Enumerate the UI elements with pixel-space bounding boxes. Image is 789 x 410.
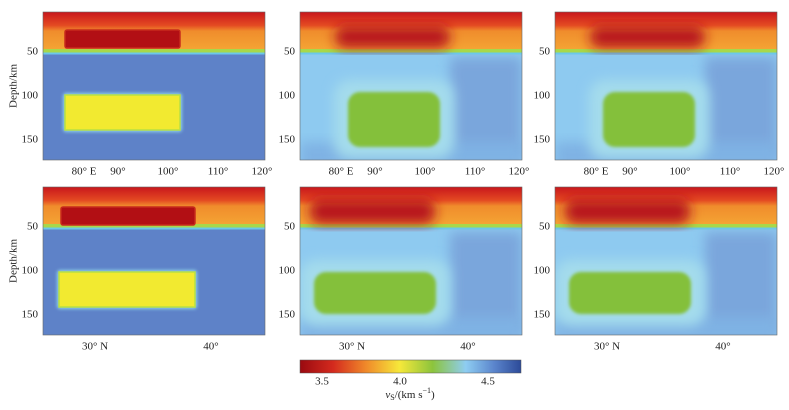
moho xyxy=(300,49,522,53)
low-velocity-crust xyxy=(310,199,435,224)
panel-image xyxy=(43,187,265,335)
y-tick-label: 50 xyxy=(284,221,296,233)
y-tick-label: 150 xyxy=(534,309,551,321)
x-tick-label: 90° xyxy=(110,166,125,178)
panel-image xyxy=(300,12,522,160)
y-tick-label: 100 xyxy=(279,90,296,102)
low-velocity-crust xyxy=(335,26,450,48)
panel-image xyxy=(43,12,265,160)
y-tick-label: 50 xyxy=(284,46,296,58)
y-tick-label: 50 xyxy=(539,221,551,233)
recovered-anomaly xyxy=(348,92,440,147)
y-tick-label: 100 xyxy=(22,90,39,102)
y-tick-label: 50 xyxy=(27,46,39,58)
panel-image xyxy=(555,12,777,160)
moho-edge xyxy=(555,227,777,230)
panel: 50 100 150 80° E 90° 100° 110° 120° xyxy=(534,11,785,178)
x-tick-label: 110° xyxy=(465,166,486,178)
panel: 50 100 150 80° E 90° 100° 110° 120° xyxy=(279,11,530,178)
panel: 50 100 150 Depth/km 80° E 90° 100° 110° 120° xyxy=(8,11,273,178)
moho xyxy=(43,49,265,53)
x-tick-label: 120° xyxy=(509,166,530,178)
panel-frame xyxy=(42,11,266,161)
x-tick-label: 30° N xyxy=(82,341,108,353)
x-tick-label: 30° N xyxy=(594,341,620,353)
y-axis-label: Depth/km xyxy=(8,64,20,108)
moho-edge xyxy=(300,52,522,55)
low-velocity-crust xyxy=(565,199,690,224)
recovered-anomaly xyxy=(314,272,436,314)
x-tick-label: 110° xyxy=(720,166,741,178)
panel-image xyxy=(300,187,522,335)
high-anomaly xyxy=(58,271,196,308)
moho-edge xyxy=(43,227,265,230)
x-tick-label: 40° xyxy=(715,341,730,353)
panel-frame xyxy=(554,11,778,161)
moho xyxy=(555,49,777,53)
moho xyxy=(43,224,265,228)
moho-edge xyxy=(555,52,777,55)
high-anomaly xyxy=(64,94,181,131)
moho-edge xyxy=(43,52,265,55)
panel-frame xyxy=(42,186,266,336)
colorbar xyxy=(299,359,522,374)
colorbar-tick-label: 4.5 xyxy=(481,376,495,388)
panel-frame xyxy=(299,186,523,336)
moho xyxy=(555,224,777,228)
colorbar-label: vS/(km s−1) xyxy=(385,386,435,402)
recovered-anomaly xyxy=(603,92,695,147)
x-tick-label: 40° xyxy=(203,341,218,353)
y-axis-label: Depth/km xyxy=(8,239,20,283)
x-tick-label: 100° xyxy=(670,166,691,178)
panel-frame xyxy=(554,186,778,336)
panel: 50 100 150 30° N 40° xyxy=(534,186,778,353)
y-tick-label: 50 xyxy=(539,46,551,58)
low-velocity-crust xyxy=(590,26,705,48)
colorbar-tick-label: 3.5 xyxy=(315,376,329,388)
x-tick-label: 90° xyxy=(622,166,637,178)
colorbar-tick-label: 4.0 xyxy=(393,376,407,388)
x-tick-label: 30° N xyxy=(339,341,365,353)
x-tick-label: 120° xyxy=(764,166,785,178)
y-tick-label: 150 xyxy=(279,134,296,146)
x-tick-label: 90° xyxy=(367,166,382,178)
y-tick-label: 150 xyxy=(279,309,296,321)
y-tick-label: 100 xyxy=(22,265,39,277)
y-tick-label: 100 xyxy=(279,265,296,277)
x-tick-label: 120° xyxy=(252,166,273,178)
y-tick-label: 150 xyxy=(22,309,39,321)
y-tick-label: 100 xyxy=(534,90,551,102)
panel: 50 100 150 30° N 40° xyxy=(279,186,523,353)
panel-frame xyxy=(299,11,523,161)
x-tick-label: 40° xyxy=(460,341,475,353)
y-tick-label: 150 xyxy=(22,134,39,146)
moho-edge xyxy=(300,227,522,230)
low-velocity-crust xyxy=(60,206,196,226)
x-tick-label: 110° xyxy=(208,166,229,178)
recovered-anomaly xyxy=(569,272,691,314)
panel-image xyxy=(555,187,777,335)
moho xyxy=(300,224,522,228)
x-tick-label: 100° xyxy=(415,166,436,178)
x-tick-label: 80° E xyxy=(72,166,97,178)
y-tick-label: 50 xyxy=(27,221,39,233)
x-tick-label: 80° E xyxy=(584,166,609,178)
x-tick-label: 80° E xyxy=(329,166,354,178)
low-velocity-crust xyxy=(64,29,181,49)
panel: 50 100 150 Depth/km 30° N 40° xyxy=(8,186,266,353)
y-tick-label: 100 xyxy=(534,265,551,277)
x-tick-label: 100° xyxy=(158,166,179,178)
y-tick-label: 150 xyxy=(534,134,551,146)
